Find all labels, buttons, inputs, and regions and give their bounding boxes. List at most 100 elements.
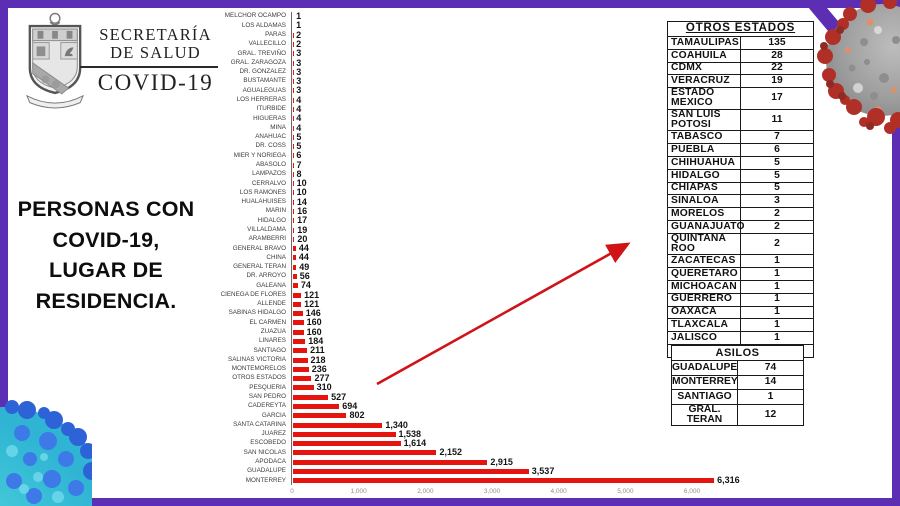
bar-category-label: GENERAL BRAVO xyxy=(232,244,286,252)
table-cell-name: MICHOACAN xyxy=(667,279,741,294)
bar-area: 236 xyxy=(291,363,747,374)
bar xyxy=(293,181,294,187)
bar-category-label: AGUALEGUAS xyxy=(242,86,286,94)
bar-row: HUALAHUISES 14 xyxy=(212,196,747,207)
table-cell-name: JALISCO xyxy=(667,331,741,345)
bar-area: 1,340 xyxy=(291,420,747,430)
bar-category-label: PESQUERIA xyxy=(249,383,286,391)
bar-area: 6,316 xyxy=(291,476,747,486)
bar-row: ESCOBEDO 1,614 xyxy=(212,439,747,449)
bar-row: GENERAL TERAN 49 xyxy=(212,262,747,272)
bar-area: 2 xyxy=(291,39,747,50)
table-row: QUINTANA ROO 2 xyxy=(667,232,814,256)
residence-bar-chart: MELCHOR OCAMPO 1 LOS ALDAMAS 1 PARAS 2 VALLECI… xyxy=(212,12,747,498)
table-row: MONTERREY 14 xyxy=(671,374,804,390)
bar-area: 527 xyxy=(291,392,747,402)
secretaria-salud-logo: SECRETARÍA DE SALUD COVID-19 xyxy=(24,10,219,110)
bar-row: SANTA CATARINA 1,340 xyxy=(212,420,747,430)
bar-area: 7 xyxy=(291,160,747,170)
table-cell-value: 1 xyxy=(740,305,814,320)
bar xyxy=(293,338,306,344)
bar-area: 1 xyxy=(291,21,747,31)
bar-value-label: 3,537 xyxy=(531,465,555,476)
bar-category-label: SABINAS HIDALGO xyxy=(228,309,286,317)
border-left xyxy=(0,0,8,506)
bar-value-label: 14 xyxy=(296,196,307,207)
table-row: CHIHUAHUA 5 xyxy=(667,155,814,170)
blue-virus-image xyxy=(0,400,92,506)
bar-value-label: 160 xyxy=(306,317,322,328)
bar-value-label: 5 xyxy=(296,141,302,152)
bar-area: 3,537 xyxy=(291,465,747,477)
table-cell-name: GUADALUPE xyxy=(671,360,738,376)
table-cell-value: 135 xyxy=(740,36,814,50)
bar-value-label: 3 xyxy=(296,76,302,87)
bar-category-label: DR. COSS xyxy=(255,142,286,150)
table-cell-name: HIDALGO xyxy=(667,168,741,183)
logo-divider xyxy=(80,65,218,68)
bar-category-label: GARCIA xyxy=(261,411,286,419)
bar-category-label: CIENEGA DE FLORES xyxy=(220,290,286,298)
bar-value-label: 2 xyxy=(296,29,302,40)
bar-area: 121 xyxy=(291,289,747,300)
bar-area: 19 xyxy=(291,225,747,235)
bar-value-label: 121 xyxy=(304,289,320,300)
bar-category-label: LOS ALDAMAS xyxy=(241,21,286,29)
bar-area: 6 xyxy=(291,151,747,161)
bar-category-label: BUSTAMANTE xyxy=(243,77,286,85)
bar-category-label: OTROS ESTADOS xyxy=(232,374,286,382)
table-row: TLAXCALA 1 xyxy=(667,318,814,333)
bar-row: MARIN 16 xyxy=(212,207,747,217)
bar-value-label: 310 xyxy=(316,382,332,393)
bar-row: LINARES 184 xyxy=(212,336,747,347)
bar-category-label: LOS RAMONES xyxy=(239,188,286,196)
table-cell-value: 1 xyxy=(740,279,814,294)
bar-area: 121 xyxy=(291,298,747,309)
bar-row: ARAMBERRI 20 xyxy=(212,233,747,245)
bar-area: 74 xyxy=(291,281,747,291)
bar-row: GALEANA 74 xyxy=(212,281,747,291)
bar-area: 4 xyxy=(291,104,747,115)
bar-category-label: ANAHUAC xyxy=(255,133,286,141)
bar-row: MONTERREY 6,316 xyxy=(212,476,747,486)
table-row: CDMX 22 xyxy=(667,61,814,76)
table-cell-value: 1 xyxy=(740,254,814,269)
table-cell-value: 1 xyxy=(740,292,814,307)
table-row: SANTIAGO 1 xyxy=(671,389,804,405)
logo-org-line2: DE SALUD xyxy=(110,42,201,62)
bar-value-label: 160 xyxy=(306,326,322,337)
bar-row: APODACA 2,915 xyxy=(212,457,747,467)
bar-row: ANAHUAC 5 xyxy=(212,132,747,142)
bar-row: GENERAL BRAVO 44 xyxy=(212,244,747,254)
bar-value-label: 10 xyxy=(296,178,307,189)
table-cell-value: 2 xyxy=(740,207,814,221)
bar-category-label: ITURBIDE xyxy=(256,105,286,113)
table-row: VERACRUZ 19 xyxy=(667,74,814,89)
bar-value-label: 121 xyxy=(304,298,320,309)
table-cell-name: TABASCO xyxy=(667,130,741,145)
bar-value-label: 20 xyxy=(297,233,308,244)
bar-row: GRAL. ZARAGOZA 3 xyxy=(212,58,747,68)
table-cell-name: TLAXCALA xyxy=(667,318,741,333)
bar-row: HIDALGO 17 xyxy=(212,216,747,226)
bar xyxy=(293,468,529,474)
bar-value-label: 236 xyxy=(311,363,327,374)
bar-row: GUADALUPE 3,537 xyxy=(212,465,747,477)
table-cell-value: 6 xyxy=(740,143,814,157)
bar-row: BUSTAMANTE 3 xyxy=(212,76,747,87)
bar-area: 3 xyxy=(291,67,747,77)
bar xyxy=(293,199,294,205)
bar-category-label: MINA xyxy=(270,123,286,131)
bar-area: 211 xyxy=(291,346,747,356)
bar-row: MONTEMORELOS 236 xyxy=(212,363,747,374)
bar-value-label: 1 xyxy=(296,11,302,22)
table-row: GUADALUPE 74 xyxy=(671,360,804,376)
bar-category-label: GENERAL TERAN xyxy=(233,263,286,271)
table-cell-name: CDMX xyxy=(667,61,741,76)
border-bottom xyxy=(0,498,900,506)
bar-area: 1,538 xyxy=(291,429,747,439)
table-row: ZACATECAS 1 xyxy=(667,254,814,269)
bar xyxy=(293,422,383,428)
table-cell-value: 1 xyxy=(737,389,804,405)
bar xyxy=(293,292,302,298)
